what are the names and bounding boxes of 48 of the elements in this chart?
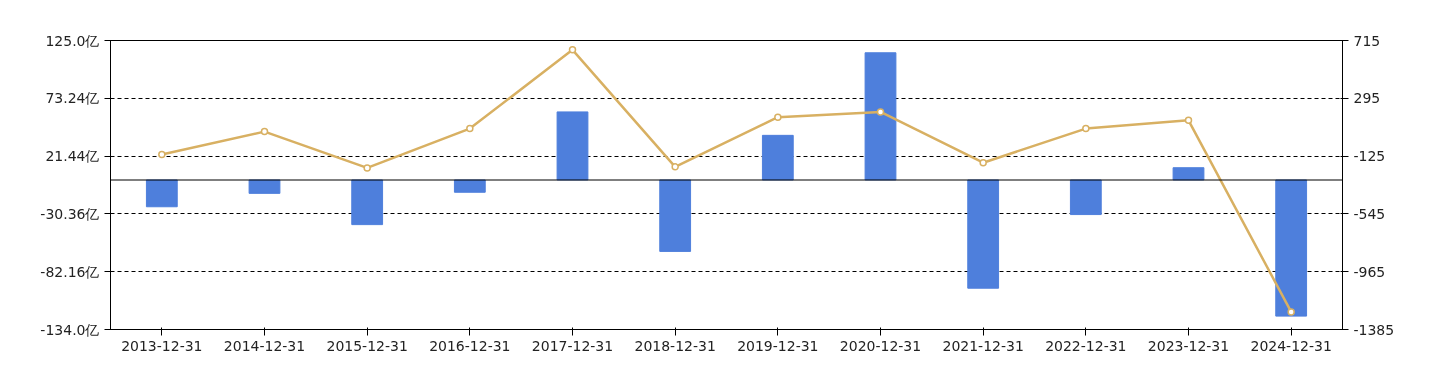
bar <box>145 179 178 208</box>
bar <box>1172 167 1205 181</box>
bar <box>864 52 897 181</box>
point <box>876 108 885 116</box>
x-tick-label: 2022-12-31 <box>1045 337 1127 354</box>
y2-tick-label: 715 <box>1353 32 1381 49</box>
point <box>568 46 577 54</box>
y-tick-label: 21.44亿 <box>45 148 100 165</box>
x-tick-label: 2013-12-31 <box>121 337 203 354</box>
y2-tick-label: -125 <box>1353 148 1386 165</box>
bar <box>351 179 384 226</box>
y-tick-label: -30.36亿 <box>40 205 100 222</box>
y2-tick-label: -1385 <box>1353 321 1395 338</box>
x-tick-label: 2020-12-31 <box>839 337 922 354</box>
y-tick-label: -82.16亿 <box>40 263 100 280</box>
point <box>158 150 166 159</box>
y-tick-label: 125.0亿 <box>45 32 100 49</box>
x-tick-label: 2014-12-31 <box>223 337 306 354</box>
point <box>363 164 371 172</box>
y2-tick-label: 295 <box>1353 90 1381 107</box>
point <box>260 127 269 136</box>
bar <box>659 179 692 252</box>
bar <box>1275 179 1308 317</box>
x-tick-label: 2023-12-31 <box>1147 337 1230 354</box>
point <box>466 124 474 133</box>
y-tick-label: -134.0亿 <box>40 321 100 338</box>
bar <box>967 179 1000 289</box>
y2-tick-label: -965 <box>1353 263 1386 280</box>
point <box>979 158 987 167</box>
x-tick-label: 2016-12-31 <box>429 337 511 354</box>
x-tick-label: 2019-12-31 <box>737 337 819 354</box>
y-tick-label: 73.24亿 <box>45 90 100 107</box>
point <box>1184 116 1193 125</box>
x-tick-label: 2015-12-31 <box>326 337 408 354</box>
point <box>671 163 679 171</box>
point <box>1287 308 1295 316</box>
bar <box>556 111 589 181</box>
x-tick-label: 2021-12-31 <box>942 337 1024 354</box>
bar <box>761 134 794 181</box>
point <box>1082 124 1090 133</box>
x-tick-label: 2024-12-31 <box>1250 337 1332 354</box>
bar <box>453 179 486 193</box>
point <box>774 113 782 121</box>
x-tick-label: 2018-12-31 <box>634 337 716 354</box>
bar <box>248 179 281 194</box>
x-tick-label: 2017-12-31 <box>531 337 614 354</box>
bar <box>1069 179 1102 216</box>
y2-tick-label: -545 <box>1353 205 1386 222</box>
